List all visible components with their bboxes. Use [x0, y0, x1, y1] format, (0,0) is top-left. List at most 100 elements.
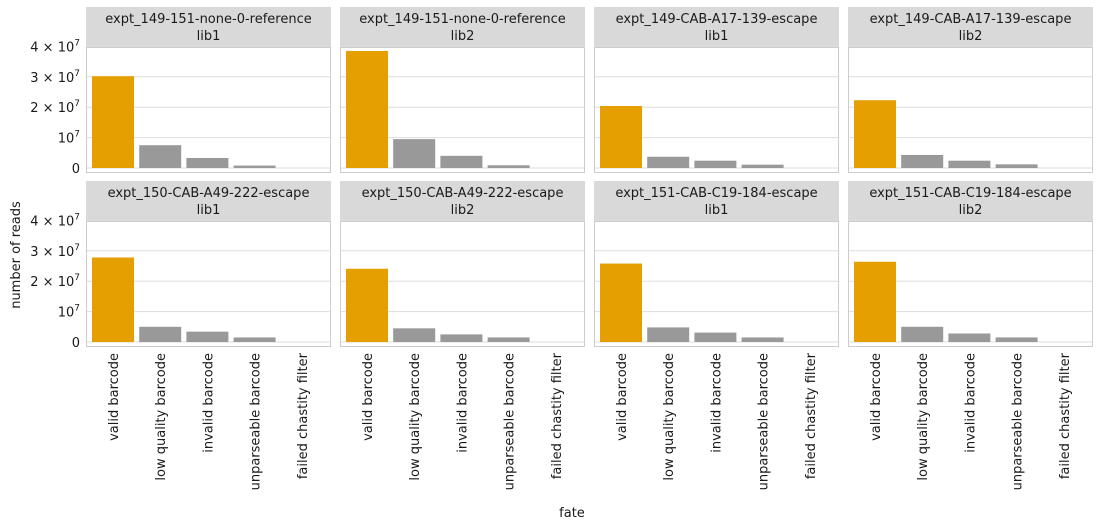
- x-axis-title: fate: [559, 506, 585, 521]
- bar: [854, 100, 896, 168]
- bar: [186, 157, 229, 168]
- bar: [948, 333, 991, 342]
- facet-strip-label: expt_149-151-none-0-reference: [359, 12, 565, 27]
- x-tick-label: invalid barcode: [709, 353, 724, 453]
- facet-strip-sublabel: lib2: [959, 203, 983, 218]
- facet-strip: [594, 7, 839, 47]
- facet-panel: expt_149-151-none-0-reference lib1 0 107 2 ×…: [30, 7, 331, 177]
- facet-panel: expt_149-CAB-A17-139-escape lib1: [594, 7, 839, 173]
- facet-panels: expt_149-151-none-0-reference lib1 0 107 2 ×…: [30, 7, 1093, 490]
- bar: [600, 105, 642, 168]
- x-tick-label: low quality barcode: [916, 353, 931, 481]
- x-tick-label: valid barcode: [361, 353, 376, 441]
- x-tick-label: valid barcode: [615, 353, 630, 441]
- x-tick-label: low quality barcode: [408, 353, 423, 481]
- y-tick-label: 107: [58, 130, 80, 147]
- bar: [901, 326, 944, 342]
- facet-panel: expt_150-CAB-A49-222-escape lib1 0 107 2 × 1…: [30, 181, 331, 490]
- bar: [694, 160, 737, 168]
- facet-strip-label: expt_150-CAB-A49-222-escape: [362, 186, 564, 201]
- facet-strip: [340, 181, 585, 221]
- y-tick-label: 3 × 107: [30, 243, 80, 260]
- bar: [440, 155, 483, 168]
- bar: [186, 331, 229, 342]
- bar: [139, 145, 182, 168]
- x-tick-label: unparseable barcode: [1011, 353, 1026, 490]
- facet-strip-sublabel: lib1: [197, 29, 221, 44]
- facet-strip-label: expt_149-CAB-A17-139-escape: [870, 12, 1072, 27]
- panel-border: [848, 47, 1093, 173]
- facet-panel: expt_150-CAB-A49-222-escape lib2 valid bar…: [340, 181, 585, 490]
- panel-border: [86, 221, 331, 347]
- bar: [694, 332, 737, 342]
- x-tick-label: invalid barcode: [455, 353, 470, 453]
- panel-border: [340, 47, 585, 173]
- facet-strip: [594, 181, 839, 221]
- x-tick-label: low quality barcode: [662, 353, 677, 481]
- facet-strip: [848, 181, 1093, 221]
- x-tick-label: unparseable barcode: [249, 353, 264, 490]
- y-tick-label: 3 × 107: [30, 69, 80, 86]
- facet-panel: expt_151-CAB-C19-184-escape lib2 valid bar…: [848, 181, 1093, 490]
- x-tick-label: invalid barcode: [963, 353, 978, 453]
- panel-border: [594, 47, 839, 173]
- y-tick-label: 4 × 107: [30, 38, 80, 55]
- bar: [487, 165, 530, 168]
- y-tick-label: 2 × 107: [30, 99, 80, 116]
- facet-strip: [848, 7, 1093, 47]
- x-tick-label: valid barcode: [107, 353, 122, 441]
- bar: [92, 76, 134, 168]
- x-tick-label: failed chastity filter: [550, 352, 565, 479]
- y-tick-label: 4 × 107: [30, 212, 80, 229]
- bar: [393, 328, 436, 342]
- x-tick-label: failed chastity filter: [296, 352, 311, 479]
- bar: [647, 327, 690, 342]
- facet-strip-label: expt_149-CAB-A17-139-escape: [616, 12, 818, 27]
- facet-strip-label: expt_151-CAB-C19-184-escape: [615, 186, 817, 201]
- panel-border: [340, 221, 585, 347]
- bar: [233, 165, 276, 168]
- x-tick-label: failed chastity filter: [1058, 352, 1073, 479]
- bar: [600, 263, 642, 342]
- bar: [995, 164, 1038, 168]
- facet-strip-sublabel: lib1: [197, 203, 221, 218]
- y-tick-label: 0: [72, 162, 80, 177]
- bar: [346, 268, 388, 342]
- bar: [139, 326, 182, 342]
- bar: [233, 337, 276, 342]
- facet-strip-label: expt_149-151-none-0-reference: [105, 12, 311, 27]
- x-tick-label: low quality barcode: [154, 353, 169, 481]
- facet-panel: expt_149-151-none-0-reference lib2: [340, 7, 585, 173]
- bar: [647, 156, 690, 168]
- facet-strip-label: expt_150-CAB-A49-222-escape: [108, 186, 310, 201]
- bar: [346, 50, 388, 168]
- facet-strip-sublabel: lib2: [451, 203, 475, 218]
- facet-strip: [340, 7, 585, 47]
- bar: [948, 160, 991, 168]
- x-tick-label: valid barcode: [869, 353, 884, 441]
- facet-strip-sublabel: lib1: [705, 203, 729, 218]
- facet-strip-sublabel: lib2: [959, 29, 983, 44]
- x-tick-label: unparseable barcode: [757, 353, 772, 490]
- x-tick-label: failed chastity filter: [804, 352, 819, 479]
- panel-border: [848, 221, 1093, 347]
- bar: [92, 257, 134, 342]
- y-tick-label: 107: [58, 304, 80, 321]
- bar: [901, 154, 944, 168]
- facet-strip: [86, 181, 331, 221]
- facet-strip: [86, 7, 331, 47]
- bar: [487, 337, 530, 342]
- y-tick-label: 2 × 107: [30, 273, 80, 290]
- y-axis-title: number of reads: [9, 201, 24, 309]
- bar: [393, 139, 436, 168]
- y-tick-label: 0: [72, 336, 80, 351]
- panel-border: [594, 221, 839, 347]
- bar: [995, 337, 1038, 342]
- x-tick-label: invalid barcode: [201, 353, 216, 453]
- x-tick-label: unparseable barcode: [503, 353, 518, 490]
- facet-strip-sublabel: lib2: [451, 29, 475, 44]
- bar: [741, 164, 784, 168]
- bar: [854, 261, 896, 342]
- panel-border: [86, 47, 331, 173]
